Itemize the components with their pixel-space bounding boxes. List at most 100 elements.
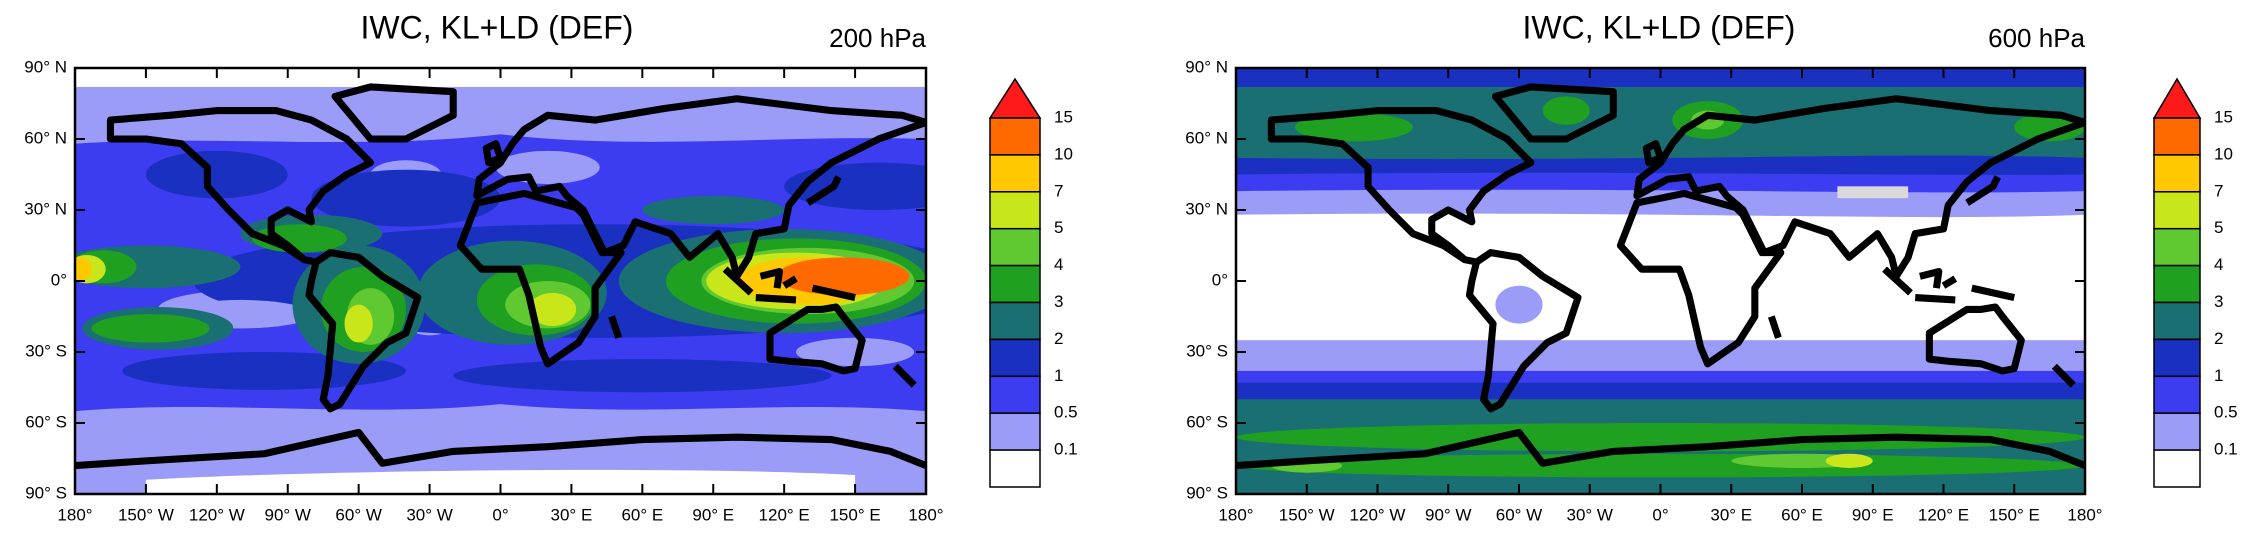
map-shape bbox=[311, 169, 501, 227]
colorbar-label: 2 bbox=[1054, 329, 1063, 348]
y-tick-label: 90° N bbox=[24, 57, 67, 76]
map-shape bbox=[1825, 453, 1873, 468]
colorbar-box bbox=[2153, 117, 2201, 156]
colorbar-label: 10 bbox=[1054, 144, 1073, 163]
colorbar-label: 1 bbox=[1054, 366, 1063, 385]
colorbar-box bbox=[2153, 154, 2201, 193]
colorbar-label: 0.5 bbox=[2214, 403, 2238, 422]
x-tick-label: 30° W bbox=[1567, 505, 1613, 524]
x-tick-label: 90° W bbox=[1425, 505, 1471, 524]
y-tick-label: 90° S bbox=[1186, 483, 1228, 502]
map-shape bbox=[74, 257, 92, 281]
map-shape bbox=[344, 304, 373, 343]
colorbar-box bbox=[989, 227, 1041, 267]
contours bbox=[1235, 67, 2086, 494]
colorbar-box bbox=[2153, 412, 2201, 451]
colorbar-label: 3 bbox=[2214, 292, 2223, 311]
x-tick-label: 150° W bbox=[1279, 505, 1335, 524]
colorbar-label: 15 bbox=[1054, 107, 1073, 126]
colorbar-box bbox=[989, 117, 1041, 156]
x-tick-label: 150° W bbox=[118, 505, 174, 524]
x-tick-label: 120° E bbox=[1918, 505, 1969, 524]
x-tick-label: 30° E bbox=[1710, 505, 1752, 524]
colorbar-label: 10 bbox=[2214, 144, 2233, 163]
colorbar-label: 7 bbox=[1054, 181, 1063, 200]
colorbar-label: 3 bbox=[1054, 292, 1063, 311]
map-shape bbox=[145, 150, 288, 199]
colorbar-box bbox=[2153, 264, 2201, 304]
pressure-level: 600 hPa bbox=[1988, 23, 2085, 53]
field-600hpa bbox=[1235, 67, 2086, 494]
y-tick-label: 30° S bbox=[1186, 341, 1228, 360]
x-tick-label: 30° W bbox=[406, 505, 452, 524]
x-tick-label: 120° W bbox=[189, 505, 245, 524]
x-tick-label: 30° E bbox=[551, 505, 593, 524]
colorbar-box bbox=[989, 449, 1041, 488]
colorbar-box bbox=[989, 301, 1041, 341]
y-tick-label: 60° N bbox=[24, 128, 67, 147]
colorbar-triangle bbox=[988, 77, 1042, 119]
colorbar-box bbox=[2153, 338, 2201, 378]
pressure-level: 200 hPa bbox=[829, 23, 926, 53]
map-shape bbox=[1236, 423, 2085, 452]
map-shape bbox=[1837, 186, 1909, 199]
colorbar-label: 0.1 bbox=[1054, 440, 1078, 459]
x-tick-label: 0° bbox=[1652, 505, 1668, 524]
x-tick-label: 60° E bbox=[621, 505, 663, 524]
colorbar-box bbox=[2153, 191, 2201, 230]
colorbar-box bbox=[2153, 227, 2201, 267]
x-tick-label: 150° E bbox=[1989, 505, 2040, 524]
x-tick-label: 0° bbox=[492, 505, 508, 524]
map-shape bbox=[145, 469, 856, 494]
y-tick-label: 90° S bbox=[25, 483, 67, 502]
map-shape bbox=[1542, 96, 1590, 125]
colorbar-box bbox=[989, 264, 1041, 304]
panel-title: IWC, KL+LD (DEF) bbox=[1523, 9, 1796, 45]
y-tick-label: 30° S bbox=[25, 341, 67, 360]
colorbar-label: 5 bbox=[1054, 218, 1063, 237]
field-200hpa bbox=[74, 67, 927, 494]
y-tick-label: 30° N bbox=[1185, 199, 1228, 218]
colorbar-label: 2 bbox=[2214, 329, 2223, 348]
x-tick-label: 150° E bbox=[829, 505, 880, 524]
x-tick-label: 90° W bbox=[265, 505, 311, 524]
x-tick-label: 90° E bbox=[692, 505, 734, 524]
map-shape bbox=[1236, 453, 2085, 478]
y-tick-label: 60° N bbox=[1185, 128, 1228, 147]
x-tick-label: 90° E bbox=[1852, 505, 1894, 524]
map-shape bbox=[528, 292, 577, 326]
x-tick-label: 180° bbox=[57, 505, 92, 524]
colorbar-box bbox=[2153, 301, 2201, 341]
panel-title: IWC, KL+LD (DEF) bbox=[361, 9, 634, 45]
colorbar-box bbox=[989, 191, 1041, 230]
map-shape bbox=[795, 337, 915, 367]
colorbar-label: 1 bbox=[2214, 366, 2223, 385]
colorbar-label: 4 bbox=[2214, 255, 2223, 274]
y-tick-label: 0° bbox=[1212, 270, 1228, 289]
y-tick-label: 60° S bbox=[1186, 412, 1228, 431]
map-shape bbox=[777, 257, 910, 296]
y-tick-label: 30° N bbox=[24, 199, 67, 218]
y-tick-label: 60° S bbox=[25, 412, 67, 431]
colorbar-label: 0.5 bbox=[1054, 403, 1078, 422]
map-shape bbox=[1294, 112, 1413, 142]
map-shape bbox=[91, 314, 210, 343]
colorbar-box bbox=[2153, 449, 2201, 488]
x-tick-label: 60° E bbox=[1781, 505, 1823, 524]
map-shape bbox=[122, 352, 406, 390]
x-tick-label: 180° bbox=[908, 505, 943, 524]
x-tick-label: 180° bbox=[2067, 505, 2102, 524]
colorbar-box bbox=[2153, 375, 2201, 414]
colorbar-box bbox=[989, 154, 1041, 193]
colorbar-label: 15 bbox=[2214, 107, 2233, 126]
colorbar-label: 7 bbox=[2214, 181, 2223, 200]
map-shape bbox=[1495, 285, 1543, 324]
x-tick-label: 60° W bbox=[1496, 505, 1542, 524]
y-tick-label: 90° N bbox=[1185, 57, 1228, 76]
colorbar-label: 0.1 bbox=[2214, 440, 2238, 459]
colorbar-box bbox=[989, 375, 1041, 414]
x-tick-label: 120° W bbox=[1350, 505, 1406, 524]
map-shape bbox=[642, 195, 785, 225]
